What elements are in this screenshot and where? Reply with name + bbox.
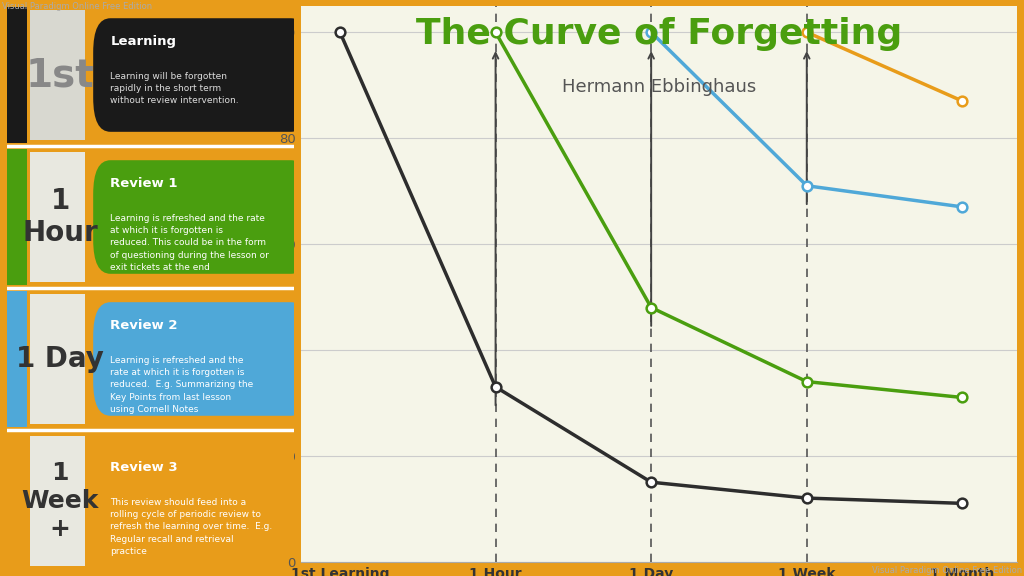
FancyBboxPatch shape xyxy=(30,10,85,141)
FancyBboxPatch shape xyxy=(93,18,308,132)
FancyBboxPatch shape xyxy=(93,444,308,558)
Text: This review should feed into a
rolling cycle of periodic review to
refresh the l: This review should feed into a rolling c… xyxy=(111,498,272,556)
Text: Learning is refreshed and the rate
at which it is forgotten is
reduced. This cou: Learning is refreshed and the rate at wh… xyxy=(111,214,269,272)
Text: Visual Paradigm Online Free Edition: Visual Paradigm Online Free Edition xyxy=(2,2,153,11)
Text: The Curve of Forgetting: The Curve of Forgetting xyxy=(416,17,902,51)
FancyBboxPatch shape xyxy=(93,302,308,416)
Bar xyxy=(7,7,28,143)
Bar xyxy=(7,149,28,285)
Text: Visual Paradigm Online Free Edition: Visual Paradigm Online Free Edition xyxy=(871,566,1022,575)
Text: Learning is refreshed and the
rate at which it is forgotten is
reduced.  E.g. Su: Learning is refreshed and the rate at wh… xyxy=(111,356,254,414)
FancyBboxPatch shape xyxy=(93,160,308,274)
Text: Learning: Learning xyxy=(111,35,176,48)
Bar xyxy=(7,433,28,569)
FancyBboxPatch shape xyxy=(30,151,85,282)
Text: Learning will be forgotten
rapidly in the short term
without review intervention: Learning will be forgotten rapidly in th… xyxy=(111,72,239,105)
Text: Review 1: Review 1 xyxy=(111,177,178,190)
FancyBboxPatch shape xyxy=(30,294,85,425)
Text: Review 2: Review 2 xyxy=(111,319,178,332)
Text: 1
Hour: 1 Hour xyxy=(23,187,98,247)
Bar xyxy=(7,291,28,427)
Text: 1 Day: 1 Day xyxy=(16,345,104,373)
Text: 1
Week
+: 1 Week + xyxy=(22,461,99,541)
FancyBboxPatch shape xyxy=(30,435,85,566)
Text: 1st: 1st xyxy=(26,56,94,94)
Text: Review 3: Review 3 xyxy=(111,461,178,474)
Text: Hermann Ebbinghaus: Hermann Ebbinghaus xyxy=(562,78,756,96)
